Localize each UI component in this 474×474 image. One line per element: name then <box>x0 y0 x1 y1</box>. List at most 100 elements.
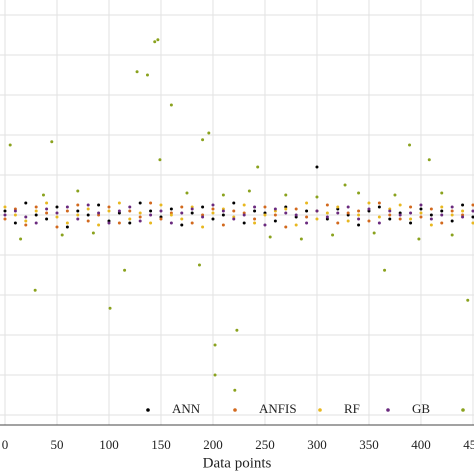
point <box>107 205 111 209</box>
point <box>13 221 17 225</box>
point <box>123 268 127 272</box>
point <box>388 213 392 217</box>
point <box>242 203 246 207</box>
point <box>13 209 17 213</box>
point <box>211 217 215 221</box>
point <box>450 233 454 237</box>
point <box>471 221 474 225</box>
point <box>429 217 433 221</box>
x-axis-label: Data points <box>203 455 272 471</box>
point <box>86 213 90 217</box>
point <box>138 201 142 205</box>
point <box>3 213 7 217</box>
point <box>429 213 433 217</box>
point <box>305 201 309 205</box>
point <box>235 328 239 332</box>
point <box>315 209 319 213</box>
x-tick-label: 450 <box>463 437 474 452</box>
x-tick-label: 300 <box>307 437 327 452</box>
point <box>117 221 121 225</box>
point <box>284 193 288 197</box>
point <box>471 203 474 207</box>
point <box>86 207 90 211</box>
point <box>34 205 38 209</box>
point <box>169 221 173 225</box>
point <box>76 209 80 213</box>
point <box>377 201 381 205</box>
point <box>336 211 340 215</box>
point <box>221 209 225 213</box>
point <box>158 158 162 162</box>
point <box>440 205 444 209</box>
legend-label: RF <box>344 401 360 416</box>
x-tick-label: 100 <box>99 437 119 452</box>
point <box>149 213 153 217</box>
point <box>284 211 288 215</box>
point <box>45 207 49 211</box>
point <box>55 225 59 229</box>
point <box>263 205 267 209</box>
point <box>221 223 225 227</box>
legend-label: GB <box>412 401 430 416</box>
point <box>159 209 163 213</box>
point <box>409 217 413 221</box>
x-tick-label: 150 <box>151 437 171 452</box>
point <box>294 223 298 227</box>
point <box>159 217 163 221</box>
point <box>159 203 163 207</box>
point <box>149 221 153 225</box>
point <box>128 209 132 213</box>
point <box>13 213 17 217</box>
point <box>156 38 160 42</box>
point <box>471 209 474 213</box>
point <box>440 221 444 225</box>
point <box>305 221 309 225</box>
point <box>232 217 236 221</box>
point <box>97 211 101 215</box>
point <box>471 215 474 219</box>
point <box>207 131 211 135</box>
point <box>450 209 454 213</box>
point <box>253 205 257 209</box>
point <box>180 211 184 215</box>
point <box>24 219 28 223</box>
legend-label: ANFIS <box>259 401 297 416</box>
point <box>34 209 38 213</box>
point <box>367 201 371 205</box>
point <box>253 209 257 213</box>
point <box>117 201 121 205</box>
point <box>185 191 189 195</box>
point <box>201 215 205 219</box>
point <box>253 221 257 225</box>
point <box>3 217 7 221</box>
point <box>45 201 49 205</box>
point <box>357 191 361 195</box>
point <box>65 209 69 213</box>
point <box>383 268 387 272</box>
point <box>242 221 246 225</box>
point <box>294 213 298 217</box>
point <box>138 215 142 219</box>
point <box>24 223 28 227</box>
point <box>145 73 149 77</box>
point <box>461 203 465 207</box>
point <box>138 219 142 223</box>
point <box>24 201 28 205</box>
point <box>34 221 38 225</box>
point <box>284 225 288 229</box>
point <box>461 209 465 213</box>
point <box>388 217 392 221</box>
point <box>427 158 431 162</box>
point <box>55 211 59 215</box>
point <box>33 288 37 292</box>
point <box>169 213 173 217</box>
point <box>419 211 423 215</box>
point <box>419 215 423 219</box>
point <box>201 138 205 142</box>
point <box>190 207 194 211</box>
point <box>50 140 54 144</box>
point <box>232 209 236 213</box>
point <box>128 221 132 225</box>
point <box>398 217 402 221</box>
